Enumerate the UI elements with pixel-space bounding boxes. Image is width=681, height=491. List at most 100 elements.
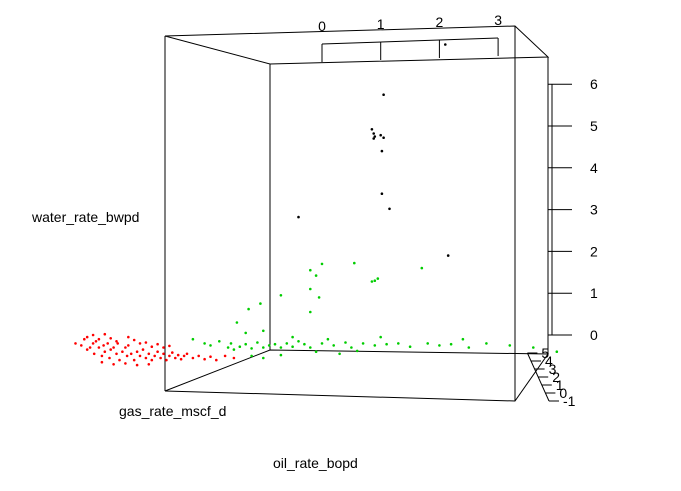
data-point	[209, 355, 212, 359]
data-point	[171, 351, 174, 354]
data-point	[191, 356, 195, 360]
data-point	[380, 149, 384, 153]
data-point	[203, 357, 206, 361]
data-point	[309, 310, 312, 314]
data-point	[141, 348, 145, 351]
data-point	[150, 345, 154, 349]
data-point	[129, 352, 133, 356]
data-point	[259, 302, 262, 305]
data-point	[203, 342, 206, 345]
top-axis-tick-label: 0	[318, 18, 326, 34]
data-point	[485, 342, 488, 345]
data-point	[449, 342, 453, 346]
data-point	[165, 358, 168, 362]
data-point	[174, 356, 177, 360]
x-axis-label: oil_rate_bopd	[273, 455, 358, 471]
data-point	[124, 346, 127, 349]
data-point	[103, 350, 107, 354]
data-point	[229, 342, 233, 345]
data-point	[370, 280, 374, 283]
top-axis-tick-label: 1	[377, 16, 385, 32]
data-point	[106, 342, 109, 345]
data-point	[446, 254, 450, 257]
data-point	[244, 331, 247, 335]
data-point	[291, 345, 294, 349]
data-point	[100, 360, 104, 364]
data-point	[235, 321, 239, 324]
data-point	[385, 342, 388, 346]
z-axis-tick-label: 6	[590, 76, 598, 92]
y-axis-tick-label: 3	[549, 361, 557, 377]
z-axis: 0 1 2 3 4 5 6	[548, 76, 598, 343]
data-point	[138, 354, 142, 358]
y-axis-tick-label: 4	[545, 353, 553, 369]
data-point	[309, 268, 312, 272]
data-point	[91, 342, 95, 345]
z-axis-label: water_rate_bwpd	[31, 209, 139, 225]
y-axis-tick-label: 0	[559, 385, 567, 401]
data-point	[238, 345, 242, 349]
data-point	[147, 352, 151, 356]
data-point	[85, 335, 89, 339]
y-axis-tick-label: 2	[552, 369, 560, 385]
data-point	[191, 337, 195, 341]
data-point	[438, 344, 441, 347]
top-axis-line	[321, 37, 499, 45]
z-axis-tick-label: 1	[590, 285, 598, 301]
data-point	[267, 344, 271, 347]
data-point	[244, 342, 247, 346]
z-axis-tick-label: 4	[590, 160, 598, 176]
data-point	[115, 340, 118, 343]
data-point	[309, 287, 312, 291]
data-point	[162, 352, 165, 356]
y-axis-tick-label: -1	[563, 393, 576, 409]
data-point	[262, 356, 265, 360]
data-point	[273, 342, 277, 346]
data-point	[297, 215, 300, 219]
data-point	[262, 346, 265, 349]
data-point	[112, 363, 115, 366]
data-point	[135, 350, 139, 354]
data-point	[83, 337, 86, 341]
data-point	[332, 344, 336, 347]
data-point	[125, 354, 129, 358]
data-point	[314, 274, 318, 277]
data-point	[285, 342, 289, 345]
data-point	[97, 346, 101, 349]
data-point	[372, 137, 376, 140]
data-point	[109, 348, 112, 351]
top-axis-tick-label: 3	[494, 12, 502, 28]
data-point	[168, 354, 171, 358]
data-point	[153, 354, 156, 358]
data-point	[370, 128, 374, 131]
data-point	[350, 346, 353, 349]
data-point	[91, 333, 95, 337]
data-point	[326, 337, 330, 341]
data-point	[250, 354, 253, 358]
data-point	[162, 346, 165, 349]
data-point	[127, 344, 130, 347]
data-point	[121, 350, 124, 354]
data-point	[92, 352, 96, 356]
data-point	[112, 346, 115, 349]
data-point	[461, 337, 465, 341]
data-point	[109, 337, 112, 340]
data-points	[74, 43, 559, 367]
data-point	[103, 332, 107, 336]
data-point	[303, 342, 306, 346]
data-point	[135, 363, 139, 367]
data-point	[144, 341, 148, 344]
data-point	[361, 342, 365, 345]
y-axis-tick-label: 1	[556, 377, 564, 393]
data-point	[320, 262, 324, 266]
data-point	[373, 344, 377, 347]
data-point	[85, 348, 89, 351]
data-point	[147, 363, 151, 366]
data-point	[116, 342, 119, 345]
data-point	[108, 356, 111, 360]
data-point	[132, 358, 136, 362]
data-point	[532, 346, 535, 349]
box-frame	[164, 25, 550, 402]
data-point	[376, 277, 380, 280]
